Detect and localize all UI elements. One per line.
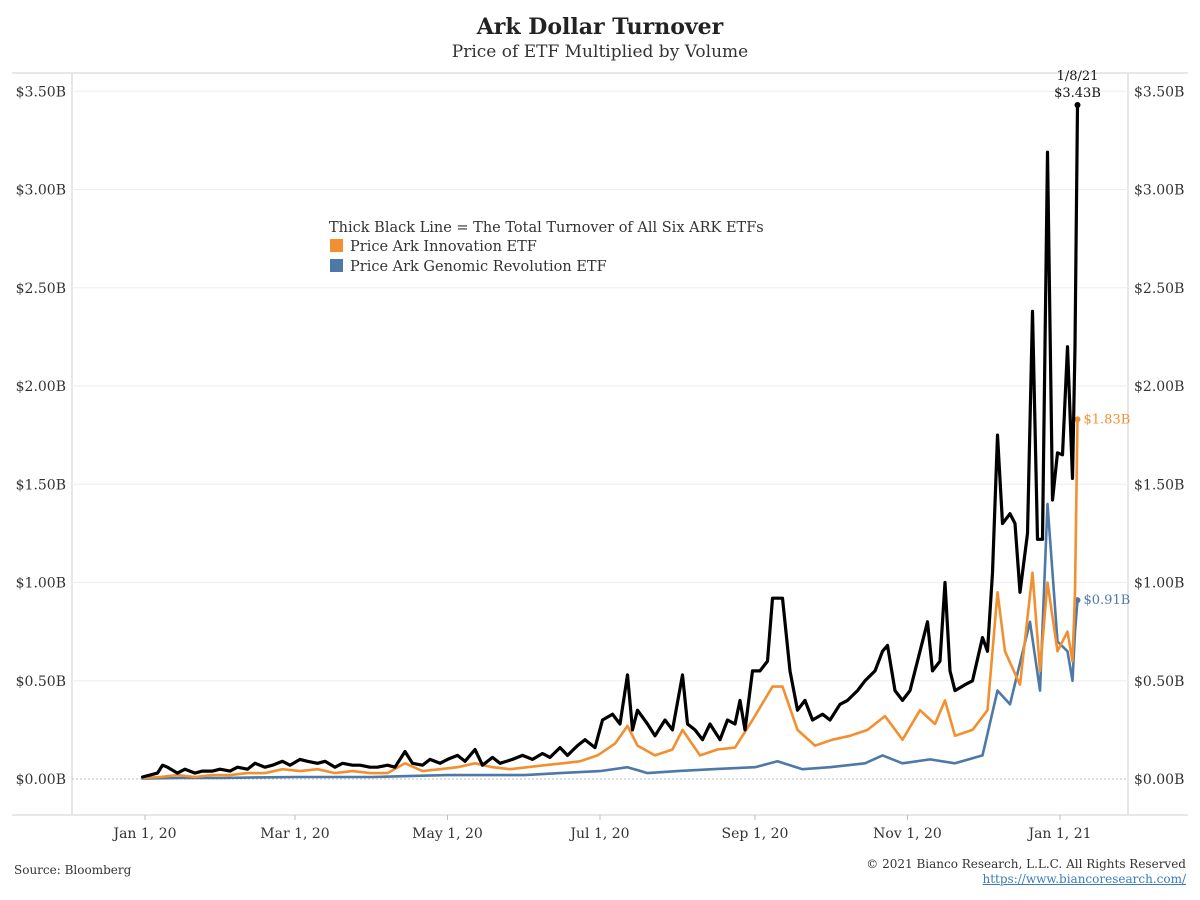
copyright-note: © 2021 Bianco Research, L.L.C. All Right…	[866, 857, 1186, 871]
annotations: 1/8/21 $3.43B $1.83B $0.91B	[1054, 69, 1130, 608]
series-endpoint-arkk	[1074, 416, 1081, 423]
legend-label-arkg: Price Ark Genomic Revolution ETF	[350, 259, 607, 275]
chart-title: Ark Dollar Turnover	[476, 14, 724, 40]
source-note: Source: Bloomberg	[14, 863, 132, 877]
y-tick-label-right: $1.50B	[1134, 477, 1184, 493]
y-tick-label-right: $1.00B	[1134, 576, 1184, 592]
legend-header: Thick Black Line = The Total Turnover of…	[329, 220, 764, 236]
legend: Thick Black Line = The Total Turnover of…	[329, 220, 764, 275]
y-tick-label-left: $0.00B	[16, 772, 66, 788]
y-tick-label-right: $0.00B	[1134, 772, 1184, 788]
y-tick-label-right: $2.50B	[1134, 281, 1184, 297]
y-tick-label-right: $2.00B	[1134, 379, 1184, 395]
legend-label-arkk: Price Ark Innovation ETF	[350, 239, 537, 255]
x-tick-label: May 1, 20	[412, 826, 483, 842]
series-endpoint-total	[1074, 102, 1081, 109]
annotation-total-date: 1/8/21	[1057, 69, 1099, 84]
y-tick-label-left: $3.00B	[16, 183, 66, 199]
series-lines	[140, 102, 1081, 780]
series-line-total	[140, 103, 1080, 779]
legend-swatch-arkk	[330, 239, 343, 252]
series-line-arkk	[141, 418, 1079, 780]
y-tick-label-left: $2.00B	[16, 379, 66, 395]
annotation-arkk-value: $1.83B	[1084, 412, 1131, 427]
x-tick-label: Jan 1, 20	[111, 826, 176, 842]
y-tick-label-left: $0.50B	[16, 674, 66, 690]
x-tick-label: Mar 1, 20	[260, 826, 329, 842]
chart-subtitle: Price of ETF Multiplied by Volume	[451, 42, 749, 62]
y-tick-label-left: $1.00B	[16, 576, 66, 592]
y-tick-label-right: $3.00B	[1134, 183, 1184, 199]
y-tick-label-right: $0.50B	[1134, 674, 1184, 690]
series-line-arkg	[141, 502, 1079, 780]
gridlines	[72, 90, 1128, 780]
annotation-total-value: $3.43B	[1054, 86, 1101, 101]
x-tick-label: Nov 1, 20	[873, 826, 942, 842]
y-tick-label-left: $2.50B	[16, 281, 66, 297]
x-tick-label: Sep 1, 20	[722, 826, 789, 842]
y-tick-label-left: $1.50B	[16, 477, 66, 493]
annotation-arkg-value: $0.91B	[1084, 593, 1131, 608]
website-link[interactable]: https://www.biancoresearch.com/	[982, 872, 1186, 886]
legend-swatch-arkg	[330, 259, 343, 272]
y-axis-ticks: $0.00B $0.00B $0.50B $0.50B $1.00B $1.00B $1.5…	[16, 84, 1185, 788]
x-axis-ticks: Jan 1, 20 Mar 1, 20 May 1, 20 Jul 1, 20 Sep …	[111, 815, 1092, 842]
y-tick-label-left: $3.50B	[16, 84, 66, 100]
x-tick-label: Jul 1, 20	[568, 826, 629, 842]
x-tick-label: Jan 1, 21	[1026, 826, 1091, 842]
y-tick-label-right: $3.50B	[1134, 84, 1184, 100]
